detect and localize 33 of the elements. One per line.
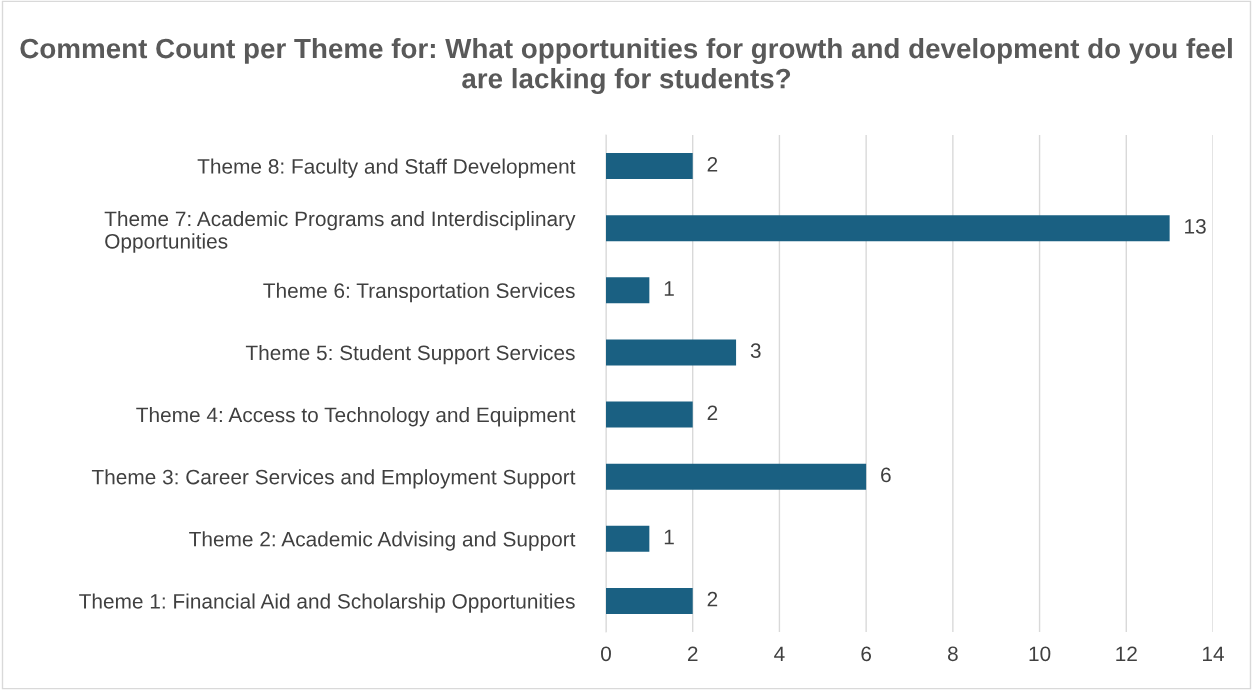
y-tick-label: Theme 5: Student Support Services xyxy=(245,344,575,365)
bar xyxy=(606,153,693,180)
x-tick-label: 10 xyxy=(1029,646,1051,662)
y-tick-label: Theme 2: Academic Advising and Support xyxy=(189,531,576,551)
bar xyxy=(606,277,650,304)
bar xyxy=(606,463,867,490)
bar xyxy=(606,215,1170,242)
bar xyxy=(606,401,693,428)
data-label: 1 xyxy=(664,529,674,545)
x-tick-label: 0 xyxy=(601,646,611,662)
chart-title: Comment Count per Theme for: What opportunities for growth and development do you feel are lacking for students? xyxy=(20,37,1232,95)
y-tick-label: Theme 1: Financial Aid and Scholarship Opportunities xyxy=(79,593,575,613)
data-label: 2 xyxy=(707,591,718,607)
x-tick-label: 4 xyxy=(774,646,785,661)
y-tick-label: Theme 3: Career Services and Employment Support xyxy=(91,469,576,489)
y-tick-label: Theme 8: Faculty and Staff Development xyxy=(197,158,576,178)
bar xyxy=(606,339,737,366)
y-tick-label: Theme 4: Access to Technology and Equipment xyxy=(136,407,576,427)
data-label: 13 xyxy=(1185,219,1206,234)
x-tick-label: 6 xyxy=(861,646,872,662)
x-tick-label: 12 xyxy=(1116,646,1137,661)
data-label: 2 xyxy=(707,156,718,172)
bar xyxy=(606,587,693,614)
y-tick-label: Theme 7: Academic Programs and Interdisciplinary Opportunities xyxy=(104,210,576,253)
bar xyxy=(606,525,650,552)
data-label: 6 xyxy=(881,467,891,483)
x-tick-label: 8 xyxy=(947,646,958,662)
data-label: 2 xyxy=(707,405,718,420)
x-tick-label: 2 xyxy=(687,646,698,661)
data-label: 3 xyxy=(750,343,761,359)
y-tick-label: Theme 6: Transportation Services xyxy=(263,282,575,303)
data-label: 1 xyxy=(664,281,674,296)
x-tick-label: 14 xyxy=(1203,646,1224,661)
